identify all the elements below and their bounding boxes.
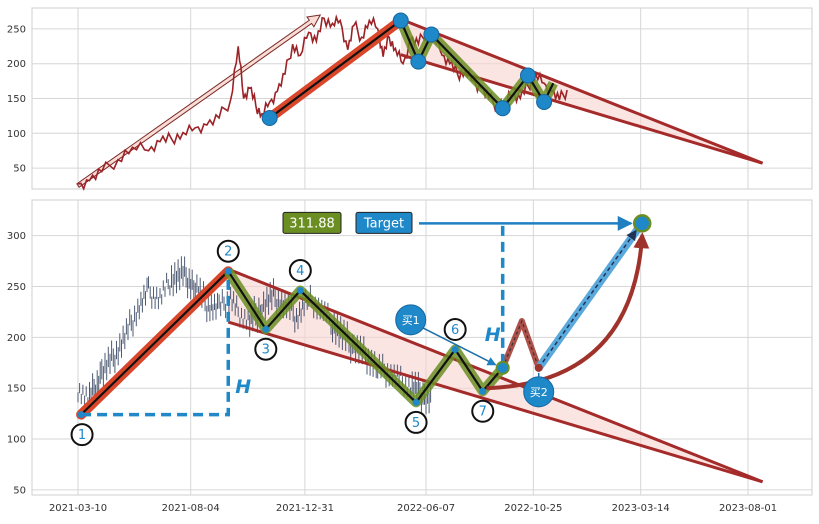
pattern-point-dot (262, 325, 270, 333)
pattern-point-dot (77, 411, 85, 419)
height-label: H (235, 376, 251, 398)
target-curve-arrow (486, 232, 650, 391)
top-pattern-point (519, 67, 536, 84)
pattern-point-dot (451, 346, 459, 354)
pattern-point-badge (216, 239, 240, 263)
y-tick-label: 150 (7, 94, 26, 105)
x-tick-label: 2023-08-01 (719, 503, 777, 514)
target-value: 311.88 (289, 216, 335, 231)
target-label-box (355, 211, 413, 234)
bottom-triangle-lower-line (227, 320, 763, 484)
buy2-marker (523, 376, 555, 408)
height-marker-left (81, 271, 231, 417)
bottom-impulse-line (80, 270, 230, 416)
target-label: Target (363, 216, 404, 231)
projection-wedge-line (502, 319, 540, 369)
pattern-point-label: 3 (262, 343, 270, 358)
pattern-point-label: 7 (479, 405, 487, 420)
x-tick-label: 2021-03-10 (49, 503, 107, 514)
y-tick-label: 50 (13, 485, 26, 496)
pattern-point-dot (224, 267, 232, 275)
target-point (632, 214, 652, 233)
pattern-point-badge (471, 399, 495, 423)
pattern-point-badge (404, 410, 428, 434)
buy1-marker (395, 304, 427, 336)
buy1-point (495, 360, 510, 375)
top-pattern-point (536, 93, 553, 110)
lead-in-arrow (76, 14, 322, 188)
top-impulse-line (268, 19, 402, 119)
top-pattern-point (494, 100, 511, 117)
x-tick-label: 2022-06-07 (397, 503, 455, 514)
y-tick-label: 300 (7, 231, 26, 242)
y-tick-label: 250 (7, 282, 26, 293)
y-tick-label: 150 (7, 384, 26, 395)
pattern-point-dot (296, 287, 304, 295)
top-triangle-lower-line (400, 53, 763, 165)
y-tick-label: 200 (7, 59, 26, 70)
buy2-label: 买2 (530, 386, 548, 399)
y-tick-label: 50 (13, 164, 26, 175)
pattern-point-label: 5 (412, 416, 420, 431)
target-value-box (282, 211, 342, 234)
pattern-point-label: 2 (224, 245, 232, 260)
x-tick-label: 2023-03-14 (612, 503, 670, 514)
pattern-point-dot (412, 398, 420, 406)
top-pattern-point (410, 53, 427, 70)
top-pattern-point (392, 12, 409, 29)
target-arrow-line (538, 229, 637, 369)
height-label: H (485, 324, 501, 346)
pattern-point-badge (288, 259, 312, 283)
pattern-point-label: 1 (78, 428, 86, 443)
pattern-point-badge (70, 423, 94, 447)
pattern-point-dot (479, 387, 487, 395)
x-tick-label: 2021-08-04 (162, 503, 220, 514)
y-tick-label: 250 (7, 24, 26, 35)
top-pattern-point (423, 26, 440, 43)
top-pattern-point (261, 109, 278, 126)
x-tick-label: 2021-12-31 (276, 503, 334, 514)
y-tick-label: 200 (7, 333, 26, 344)
y-tick-label: 100 (7, 129, 26, 140)
pattern-point-badge (443, 318, 467, 342)
buy1-label: 买1 (402, 314, 420, 327)
pattern-point-badge (254, 337, 278, 361)
pattern-point-label: 4 (296, 264, 304, 279)
x-tick-label: 2022-10-25 (504, 503, 562, 514)
buy1-pointer (422, 327, 497, 366)
pattern-point-label: 6 (451, 323, 459, 338)
buy2-point (534, 363, 543, 372)
y-tick-label: 100 (7, 435, 26, 446)
top-triangle-upper-line (400, 17, 764, 165)
